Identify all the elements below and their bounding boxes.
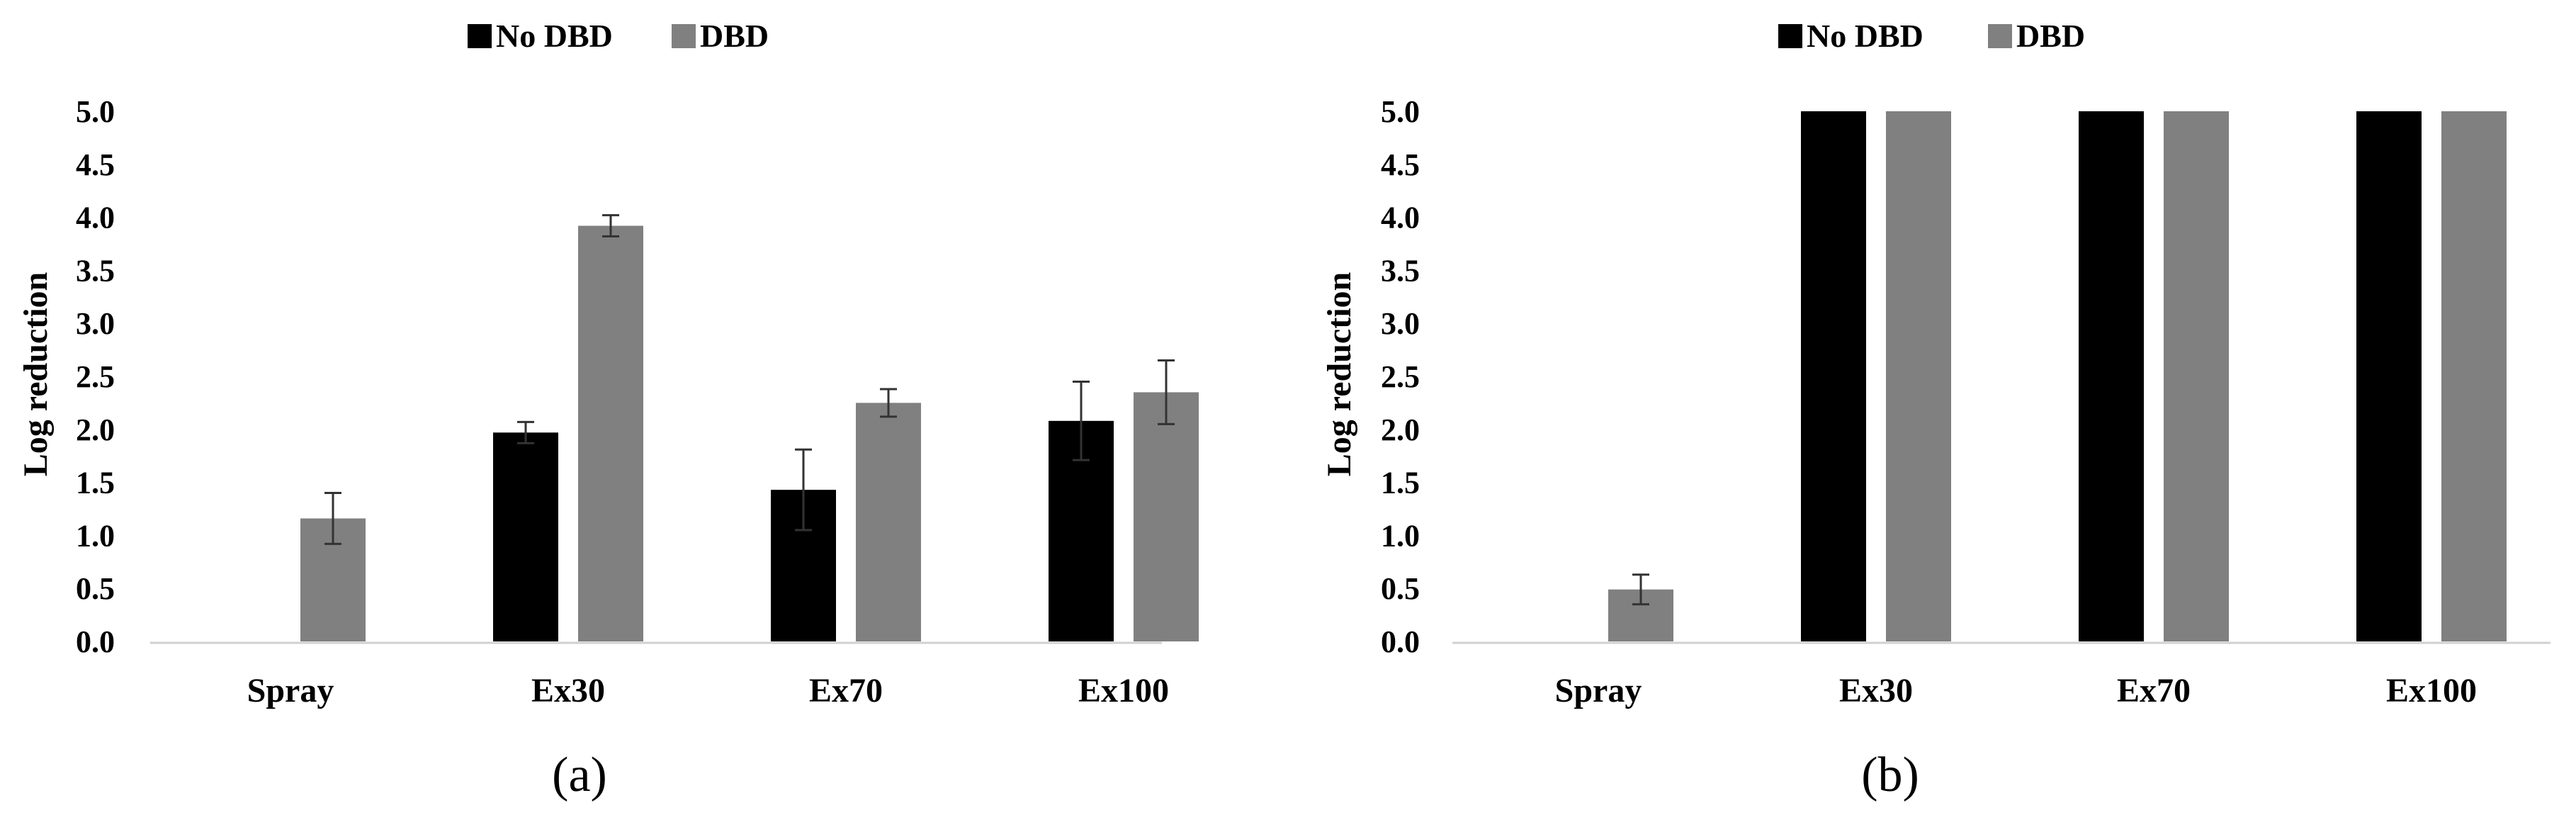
bar-dbd-ex30	[1886, 111, 1951, 641]
bars	[1608, 111, 2507, 641]
y-tick-label: 4.5	[76, 147, 115, 182]
bar-dbd-ex70	[2164, 111, 2229, 641]
y-tick-label: 2.0	[76, 412, 115, 447]
y-tick-label: 0.5	[76, 571, 115, 606]
bar-dbd-ex70	[856, 403, 921, 641]
category-label-spray: Spray	[247, 672, 334, 709]
error-bar-dbd-ex70	[880, 388, 897, 418]
error-bar-dbd-spray	[1632, 573, 1649, 606]
y-tick-label: 1.0	[1381, 518, 1420, 553]
y-tick-label: 0.0	[76, 624, 115, 659]
error-bar-dbd-ex30	[602, 214, 619, 238]
y-tick-label: 0.5	[1381, 571, 1420, 606]
error-bar-no-dbd-ex70	[795, 448, 812, 532]
bar-no-dbd-ex70	[2079, 111, 2144, 641]
chart-panel-b: No DBD DBD Log reduction 0.0 0.5 1.0 1.5 2.0…	[1321, 18, 2550, 802]
y-axis-label: Log reduction	[1321, 272, 1358, 476]
category-label-ex30: Ex30	[1839, 672, 1913, 709]
legend: No DBD DBD	[468, 18, 769, 54]
panel-label-a: (a)	[552, 748, 607, 802]
y-tick-label: 1.5	[76, 466, 115, 500]
error-bar-no-dbd-ex100	[1073, 380, 1090, 461]
category-label-ex30: Ex30	[531, 672, 605, 709]
category-label-spray: Spray	[1555, 672, 1642, 709]
bar-dbd-ex100	[2441, 111, 2507, 641]
legend-label-no-dbd: No DBD	[496, 18, 613, 54]
bar-dbd-ex30	[578, 225, 643, 641]
category-labels: Spray Ex30 Ex70 Ex100	[1555, 672, 2477, 709]
y-axis-ticks: 0.0 0.5 1.0 1.5 2.0 2.5 3.0 3.5 4.0 4.5 5.0	[1381, 94, 1420, 659]
category-labels: Spray Ex30 Ex70 Ex100	[247, 672, 1169, 709]
bar-no-dbd-ex100	[2356, 111, 2422, 641]
error-bar-dbd-spray	[324, 492, 341, 545]
panel-label-b: (b)	[1861, 748, 1919, 802]
legend-label-dbd: DBD	[2016, 18, 2085, 54]
bars	[300, 225, 1199, 641]
bar-no-dbd-ex30	[493, 432, 558, 641]
bar-no-dbd-ex30	[1801, 111, 1866, 641]
error-bars	[1632, 573, 1649, 606]
legend-swatch-dbd	[1988, 24, 2012, 48]
error-bar-no-dbd-ex30	[517, 420, 534, 444]
category-label-ex100: Ex100	[1078, 672, 1169, 709]
legend-swatch-no-dbd	[468, 24, 492, 48]
y-tick-label: 4.5	[1381, 147, 1420, 182]
legend-label-dbd: DBD	[700, 18, 769, 54]
y-axis-ticks: 0.0 0.5 1.0 1.5 2.0 2.5 3.0 3.5 4.0 4.5 5.0	[76, 94, 115, 659]
y-tick-label: 3.0	[76, 306, 115, 341]
error-bar-dbd-ex100	[1158, 359, 1175, 425]
y-tick-label: 3.0	[1381, 306, 1420, 341]
y-tick-label: 2.5	[1381, 359, 1420, 394]
error-bars	[324, 214, 1175, 545]
legend-label-no-dbd: No DBD	[1807, 18, 1923, 54]
legend-swatch-dbd	[672, 24, 696, 48]
y-tick-label: 3.5	[1381, 253, 1420, 288]
chart-panel-a: No DBD DBD Log reduction 0.0 0.5 1.0 1.5 2.0…	[17, 18, 1199, 802]
y-tick-label: 4.0	[1381, 201, 1420, 235]
y-tick-label: 5.0	[76, 94, 115, 129]
category-label-ex70: Ex70	[809, 672, 883, 709]
y-tick-label: 2.0	[1381, 412, 1420, 447]
legend: No DBD DBD	[1778, 18, 2085, 54]
y-tick-label: 4.0	[76, 201, 115, 235]
category-label-ex100: Ex100	[2386, 672, 2477, 709]
legend-swatch-no-dbd	[1778, 24, 1802, 48]
y-axis-label: Log reduction	[17, 272, 55, 476]
y-tick-label: 3.5	[76, 253, 115, 288]
bar-dbd-ex100	[1134, 392, 1199, 641]
y-tick-label: 1.0	[76, 518, 115, 553]
y-tick-label: 1.5	[1381, 466, 1420, 500]
y-tick-label: 2.5	[76, 359, 115, 394]
y-tick-label: 5.0	[1381, 94, 1420, 129]
category-label-ex70: Ex70	[2117, 672, 2191, 709]
y-tick-label: 0.0	[1381, 624, 1420, 659]
